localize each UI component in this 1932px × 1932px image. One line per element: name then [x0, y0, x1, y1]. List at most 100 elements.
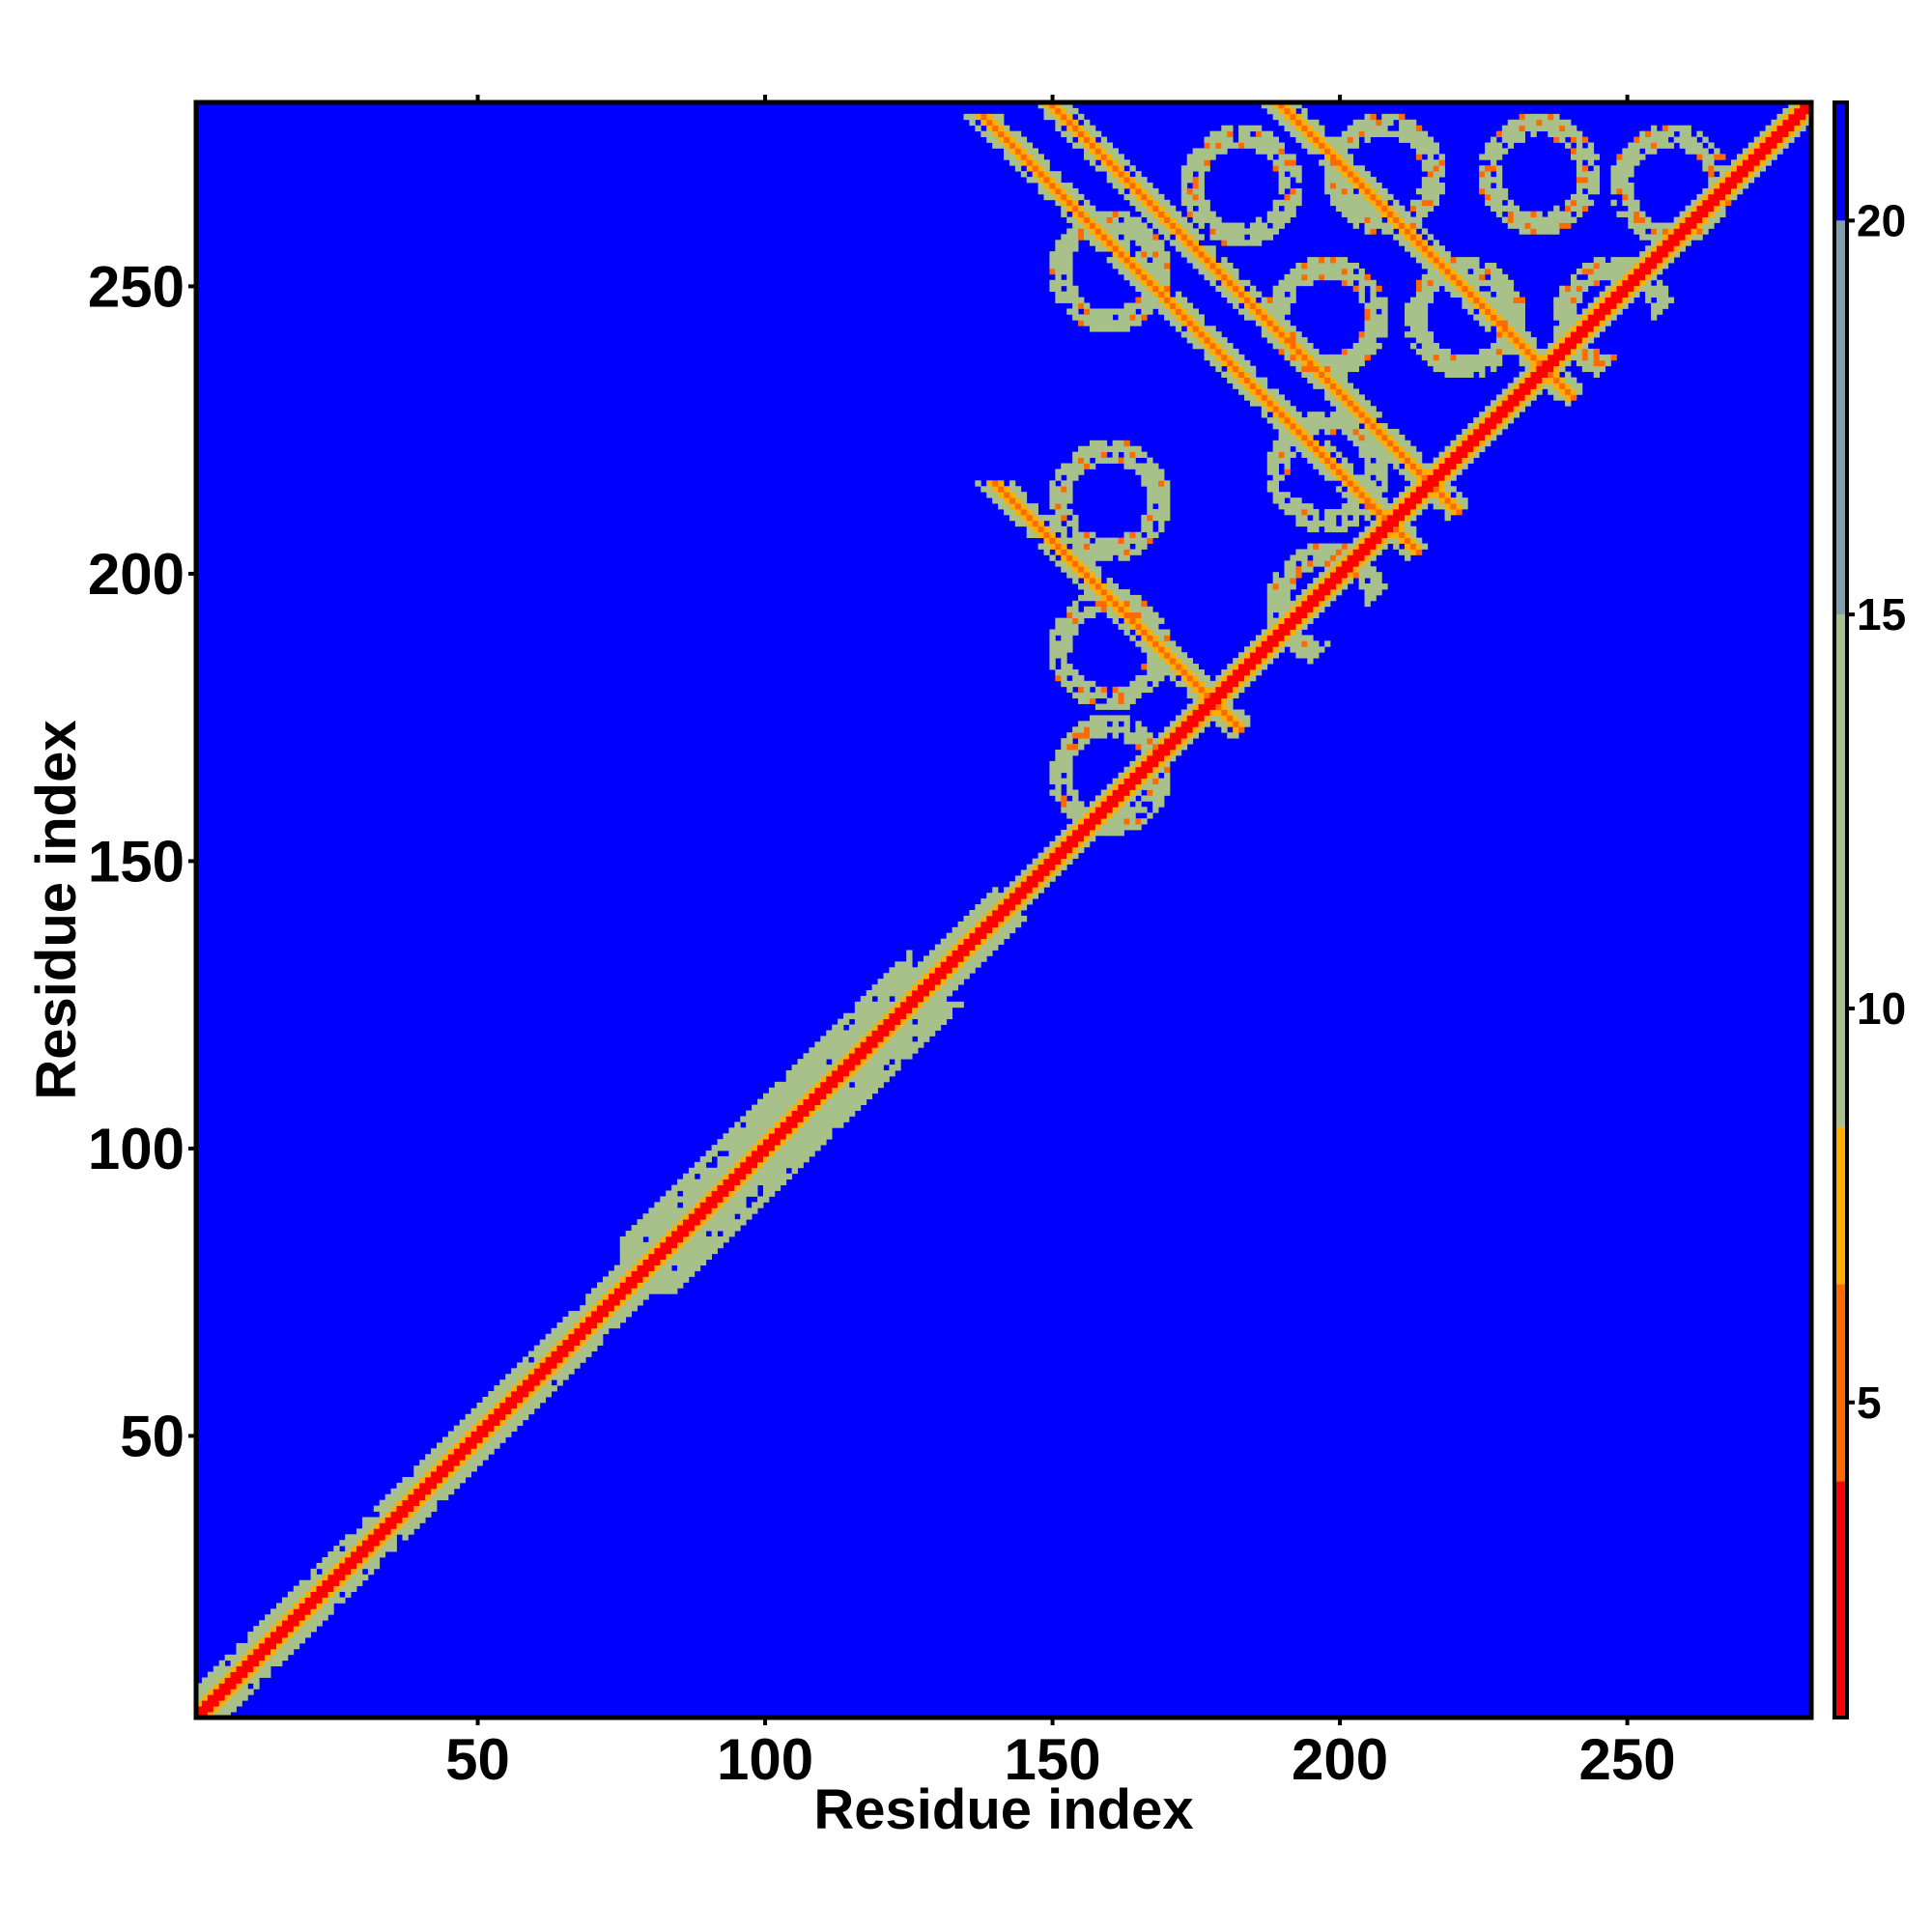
heatmap-cell	[281, 1614, 289, 1621]
heatmap-cell	[1347, 406, 1354, 412]
heatmap-cell	[1180, 171, 1188, 178]
heatmap-cell	[367, 1517, 375, 1523]
heatmap-cell	[1290, 572, 1296, 579]
heatmap-cell	[1175, 726, 1182, 733]
heatmap-cell	[1164, 263, 1171, 270]
heatmap-cell	[316, 1620, 323, 1627]
heatmap-cell	[419, 1517, 426, 1523]
heatmap-cell	[740, 1173, 747, 1180]
heatmap-cell	[1100, 600, 1108, 608]
heatmap-cell	[762, 1151, 770, 1157]
heatmap-cell	[1409, 320, 1417, 327]
heatmap-cell	[551, 1362, 557, 1369]
heatmap-cell	[1415, 451, 1423, 458]
heatmap-cell	[1147, 228, 1153, 235]
heatmap-cell	[1329, 469, 1337, 475]
heatmap-cell	[1072, 142, 1079, 149]
heatmap-cell	[803, 1081, 810, 1089]
heatmap-cell	[1112, 611, 1119, 619]
heatmap-cell	[218, 1677, 226, 1684]
heatmap-cell	[304, 1597, 311, 1604]
heatmap-cell	[1066, 279, 1073, 287]
heatmap-cell	[1405, 463, 1411, 469]
heatmap-cell	[1364, 331, 1371, 338]
heatmap-cell	[333, 1585, 340, 1592]
heatmap-cell	[1198, 703, 1205, 710]
heatmap-cell	[1186, 337, 1194, 344]
heatmap-cell	[1238, 658, 1245, 665]
heatmap-cell	[1358, 337, 1365, 344]
heatmap-cell	[356, 1528, 363, 1535]
heatmap-cell	[1352, 216, 1359, 223]
heatmap-cell	[1147, 457, 1153, 464]
heatmap-cell	[511, 1413, 518, 1421]
heatmap-cell	[1152, 801, 1159, 808]
heatmap-cell	[1135, 451, 1142, 458]
heatmap-cell	[1198, 692, 1205, 699]
heatmap-cell	[1049, 503, 1056, 510]
heatmap-cell	[1266, 417, 1274, 424]
heatmap-cell	[545, 1374, 552, 1380]
heatmap-cell	[1284, 588, 1291, 596]
heatmap-cell	[390, 1488, 397, 1495]
heatmap-cell	[1324, 273, 1331, 281]
heatmap-cell	[1415, 543, 1423, 550]
heatmap-cell	[1089, 463, 1096, 469]
heatmap-cell	[1266, 463, 1274, 469]
heatmap-cell	[803, 1151, 810, 1157]
heatmap-cell	[688, 1208, 696, 1214]
heatmap-cell	[1352, 543, 1359, 550]
heatmap-cell	[396, 1511, 403, 1518]
heatmap-cell	[1409, 543, 1417, 550]
heatmap-cell	[1335, 383, 1343, 389]
heatmap-cell	[1301, 617, 1308, 624]
heatmap-cell	[580, 1356, 586, 1363]
heatmap-cell	[1261, 629, 1268, 636]
heatmap-cell	[1135, 543, 1142, 550]
heatmap-cell	[1061, 554, 1067, 561]
heatmap-cell	[803, 1075, 810, 1083]
heatmap-cell	[1290, 193, 1296, 201]
heatmap-cell	[465, 1460, 471, 1466]
heatmap-cell	[1043, 193, 1050, 201]
heatmap-cell	[1164, 640, 1171, 647]
heatmap-cell	[339, 1579, 346, 1587]
heatmap-cell	[1405, 543, 1411, 550]
heatmap-cell	[1061, 187, 1067, 195]
heatmap-cell	[791, 1098, 798, 1105]
heatmap-cell	[1112, 457, 1119, 464]
heatmap-cell	[883, 1007, 890, 1014]
heatmap-cell	[1370, 216, 1377, 223]
heatmap-cell	[1118, 726, 1124, 733]
heatmap-cell	[1387, 451, 1394, 458]
heatmap-cell	[1278, 635, 1285, 641]
heatmap-cell	[551, 1350, 557, 1357]
heatmap-cell	[1066, 635, 1073, 641]
heatmap-cell	[602, 1276, 610, 1283]
heatmap-cell	[1284, 623, 1291, 630]
heatmap-cell	[1198, 234, 1205, 241]
heatmap-cell	[780, 1122, 787, 1128]
heatmap-cell	[826, 1110, 833, 1117]
heatmap-cell	[499, 1413, 506, 1421]
heatmap-cell	[791, 1145, 798, 1151]
heatmap-cell	[1004, 932, 1010, 940]
heatmap-cell	[1415, 216, 1423, 223]
heatmap-cell	[265, 1614, 271, 1621]
heatmap-cell	[1233, 354, 1239, 361]
heatmap-cell	[1278, 148, 1285, 155]
heatmap-cell	[390, 1546, 397, 1552]
heatmap-cell	[1100, 228, 1108, 235]
heatmap-cell	[1376, 451, 1382, 458]
heatmap-cell	[1352, 193, 1359, 201]
heatmap-cell	[459, 1436, 467, 1443]
heatmap-cell	[1186, 211, 1194, 217]
heatmap-cell	[1261, 302, 1268, 309]
heatmap-cell	[327, 1562, 334, 1570]
heatmap-cell	[648, 1247, 655, 1255]
heatmap-cell	[1066, 216, 1073, 223]
heatmap-cell	[1169, 726, 1177, 733]
heatmap-cell	[1061, 640, 1067, 647]
heatmap-cell	[1123, 697, 1130, 704]
heatmap-cell	[785, 1139, 793, 1146]
